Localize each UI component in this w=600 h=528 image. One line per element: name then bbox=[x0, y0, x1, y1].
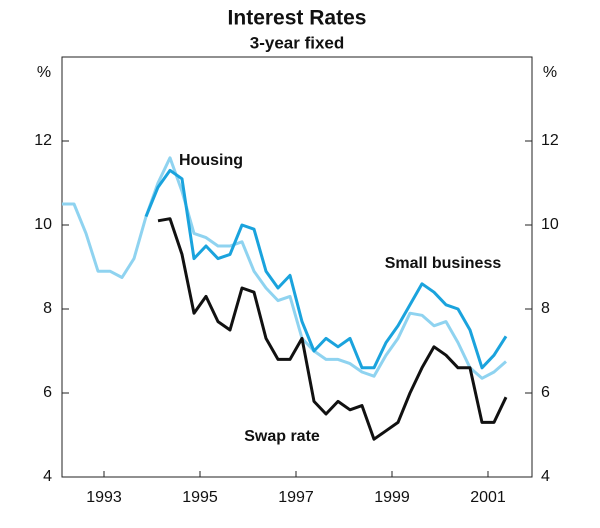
y-tick-label: 12 bbox=[34, 132, 52, 149]
y2-tick-label: 8 bbox=[541, 300, 550, 317]
y2-tick-label: 10 bbox=[541, 216, 559, 233]
series-label: Housing bbox=[179, 152, 243, 169]
series-label: Swap rate bbox=[244, 428, 320, 445]
series-line bbox=[62, 156, 507, 380]
x-tick-label: 1997 bbox=[278, 489, 314, 506]
chart-subtitle: 3-year fixed bbox=[250, 33, 345, 52]
y-tick-label: 8 bbox=[43, 300, 52, 317]
y-tick-label: 4 bbox=[43, 468, 52, 485]
x-tick-label: 1999 bbox=[374, 489, 410, 506]
x-tick-label: 1993 bbox=[86, 489, 122, 506]
series-line bbox=[157, 217, 508, 441]
y2-tick-label: 12 bbox=[541, 132, 559, 149]
series-line bbox=[144, 168, 508, 370]
y-axis-label: % bbox=[37, 64, 51, 81]
x-tick-label: 1995 bbox=[182, 489, 218, 506]
y-tick-label: 10 bbox=[34, 216, 52, 233]
y-tick-label: 6 bbox=[43, 384, 52, 401]
series-label: Small business bbox=[385, 255, 502, 272]
plot-frame bbox=[61, 56, 533, 478]
y2-axis-label: % bbox=[543, 64, 557, 81]
y2-tick-label: 6 bbox=[541, 384, 550, 401]
y2-tick-label: 4 bbox=[541, 468, 550, 485]
x-tick-label: 2001 bbox=[470, 489, 506, 506]
chart-title: Interest Rates bbox=[228, 7, 367, 30]
